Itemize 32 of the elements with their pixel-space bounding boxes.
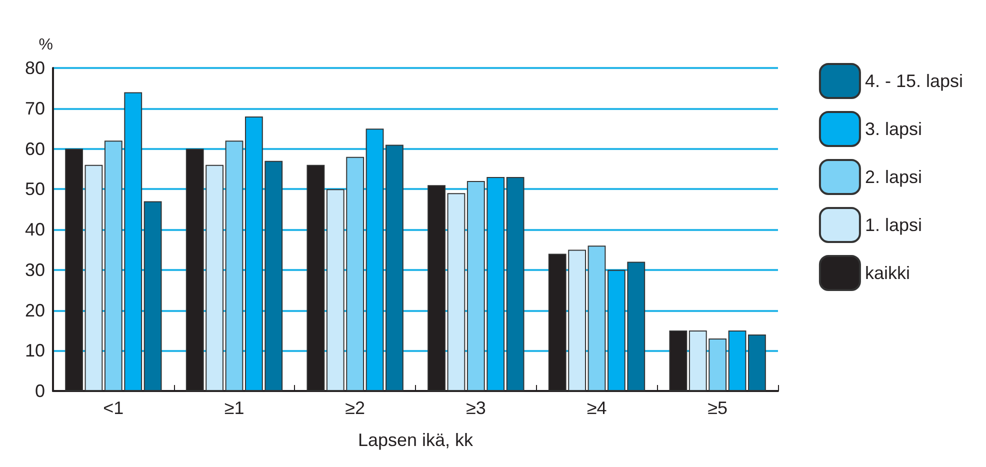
y-tick-label: 30 <box>24 260 45 280</box>
bar <box>588 246 606 391</box>
bar <box>386 144 404 391</box>
x-tick-label: ≥3 <box>466 398 486 418</box>
legend-label: 2. lapsi <box>864 167 922 187</box>
bar <box>84 164 103 391</box>
bar <box>225 140 244 391</box>
y-tick-label: 10 <box>24 340 45 361</box>
y-tick-label: 0 <box>34 381 45 401</box>
x-tick-label: <1 <box>103 398 124 418</box>
bar <box>748 334 766 391</box>
y-tick-label: 60 <box>24 138 45 159</box>
x-tick-label: ≥4 <box>586 398 607 418</box>
legend-label: 4. - 15. lapsi <box>864 71 964 91</box>
x-tick-label: ≥1 <box>224 398 244 418</box>
bar <box>366 128 384 391</box>
legend-label: kaikki <box>864 263 910 283</box>
y-tick-label: 50 <box>24 179 45 200</box>
y-tick-label: 80 <box>24 58 45 78</box>
x-tick-label: ≥5 <box>708 398 728 418</box>
y-tick-label: 20 <box>24 300 45 320</box>
x-tick-label: ≥2 <box>345 398 366 418</box>
bar <box>144 201 162 391</box>
legend-label: 3. lapsi <box>864 119 922 139</box>
bar <box>506 177 524 391</box>
y-tick-label: 40 <box>24 220 45 240</box>
y-tick-label: 70 <box>24 98 45 118</box>
legend-label: 1. lapsi <box>864 215 922 235</box>
bar <box>728 330 746 391</box>
bar <box>447 193 466 391</box>
x-axis-title: Lapsen ikä, kk <box>358 430 474 450</box>
y-axis-title: % <box>38 36 53 54</box>
